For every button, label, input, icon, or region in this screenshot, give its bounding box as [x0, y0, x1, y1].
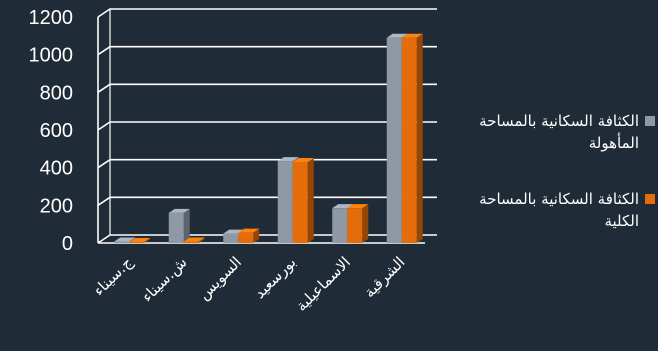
y-tick-label: 0	[62, 233, 73, 255]
legend-swatch-gray	[645, 116, 655, 126]
bar	[223, 233, 239, 243]
legend-item-total: الكثافة السكانية بالمساحة الكلية	[470, 188, 655, 232]
bar	[292, 162, 308, 243]
bar-top	[277, 157, 299, 162]
bar-top	[292, 158, 314, 163]
gridline	[97, 121, 437, 131]
y-tick-label: 800	[40, 82, 73, 104]
y-tick-label: 1200	[29, 7, 74, 29]
bar-top	[332, 204, 354, 209]
bar	[386, 37, 402, 243]
y-tick-label: 600	[40, 120, 73, 142]
gridline	[97, 196, 437, 206]
bar-side	[183, 208, 190, 243]
bar	[401, 37, 417, 243]
bar-side	[416, 33, 423, 243]
y-tick-label: 400	[40, 158, 73, 180]
bar-side	[307, 158, 314, 243]
bar-top	[114, 237, 136, 242]
bar	[238, 232, 254, 243]
bar-top	[401, 33, 423, 38]
legend-item-inhabited: الكثافة السكانية بالمساحة المأهولة	[470, 110, 655, 154]
bar	[183, 241, 199, 243]
gridline	[97, 158, 437, 169]
bar-top	[347, 204, 369, 209]
x-tick-label: بورسعيد	[251, 253, 300, 302]
x-tick-label: ج.سيناء	[90, 253, 137, 300]
bar	[114, 241, 130, 243]
legend-swatch-orange	[645, 194, 655, 204]
gridline	[97, 45, 437, 56]
legend: الكثافة السكانية بالمساحة المأهولة الكثا…	[470, 110, 655, 266]
bar-side	[198, 237, 205, 243]
bar-top	[386, 33, 408, 38]
bar	[168, 212, 184, 243]
bar	[332, 208, 348, 243]
bar	[347, 208, 363, 243]
gridline	[97, 8, 437, 18]
bar-top	[238, 228, 260, 233]
bar-side	[253, 228, 260, 243]
y-tick-label: 1000	[29, 45, 74, 67]
legend-label: الكثافة السكانية بالمساحة المأهولة	[479, 112, 639, 152]
bar	[129, 242, 145, 243]
gridline	[97, 83, 437, 93]
x-tick-label: ش.سيناء	[138, 253, 191, 306]
legend-label: الكثافة السكانية بالمساحة الكلية	[479, 190, 639, 230]
bar-top	[129, 238, 151, 243]
x-tick-label: الاسماعيلية	[292, 253, 354, 315]
y-tick-label: 200	[40, 195, 73, 217]
x-tick-label: الشرقية	[360, 253, 408, 301]
x-tick-label: السويس	[195, 253, 245, 303]
bar-top	[183, 237, 205, 242]
bar-side	[144, 238, 151, 243]
bar-side	[362, 204, 369, 243]
bar-top	[168, 208, 190, 213]
bar	[277, 161, 293, 243]
